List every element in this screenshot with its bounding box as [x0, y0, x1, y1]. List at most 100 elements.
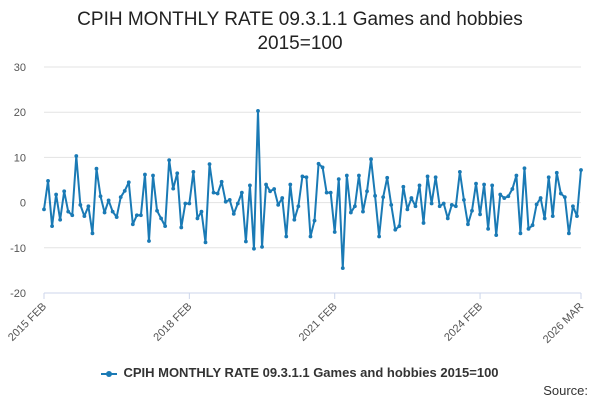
data-point [66, 209, 71, 214]
data-point [223, 199, 228, 204]
data-point [397, 224, 402, 229]
data-point [248, 183, 252, 188]
data-point [494, 233, 499, 238]
data-point [381, 195, 386, 200]
data-point [474, 181, 478, 186]
data-point [344, 173, 349, 178]
data-point [498, 192, 503, 197]
data-point [550, 214, 555, 219]
data-point [482, 182, 486, 187]
data-point [235, 201, 240, 206]
data-point [179, 225, 184, 230]
chart-title: CPIH MONTHLY RATE 09.3.1.1 Games and hob… [0, 8, 600, 56]
data-point [445, 216, 450, 221]
data-point [171, 186, 176, 191]
legend-series-label: CPIH MONTHLY RATE 09.3.1.1 Games and hob… [123, 365, 499, 380]
data-point [441, 201, 446, 206]
data-point [252, 246, 256, 251]
data-point [365, 189, 369, 194]
data-point [530, 223, 535, 228]
data-point [466, 222, 470, 227]
data-point [324, 190, 329, 195]
legend[interactable]: CPIH MONTHLY RATE 09.3.1.1 Games and hob… [0, 365, 600, 380]
data-point [389, 202, 394, 207]
data-point [575, 214, 579, 219]
data-point [449, 202, 454, 207]
data-point [534, 202, 539, 207]
data-point [272, 187, 277, 191]
chart-title-line-1: CPIH MONTHLY RATE 09.3.1.1 Games and hob… [77, 9, 523, 30]
data-point [409, 196, 414, 200]
data-point [46, 179, 50, 183]
data-point [373, 193, 377, 198]
data-point [94, 166, 99, 171]
data-point [304, 175, 309, 180]
data-point [377, 234, 382, 239]
data-point [54, 192, 59, 197]
data-point [110, 209, 115, 214]
data-point [288, 182, 293, 187]
data-point [280, 196, 285, 200]
data-point [546, 175, 551, 180]
data-point [417, 183, 422, 188]
data-point [268, 189, 273, 194]
data-point [106, 198, 111, 203]
data-point [191, 169, 196, 174]
y-tick-label: -10 [10, 243, 26, 255]
data-point [126, 180, 131, 185]
data-point [74, 154, 79, 158]
data-point [195, 216, 200, 221]
data-point [457, 169, 462, 174]
data-point [437, 204, 442, 209]
data-point [62, 189, 67, 194]
data-point [284, 234, 289, 239]
data-point [401, 184, 406, 189]
data-point [102, 210, 107, 215]
data-point [502, 196, 507, 200]
x-tick-label: 2024 FEB [442, 301, 485, 344]
x-tick-label: 2021 FEB [297, 301, 340, 344]
data-point [219, 179, 224, 184]
data-point [260, 244, 264, 249]
data-point [118, 195, 123, 200]
data-point [421, 221, 426, 225]
data-point [510, 187, 515, 191]
data-point [490, 183, 495, 188]
data-point [453, 204, 458, 209]
data-point [332, 230, 337, 234]
chart-title-line-2: 2015=100 [257, 33, 343, 54]
data-point [42, 207, 46, 212]
data-point [506, 194, 511, 199]
x-tick-label: 2018 FEB [151, 301, 194, 344]
x-tick-label: 2015 FEB [6, 301, 49, 344]
data-point [308, 234, 313, 239]
data-point [328, 190, 333, 195]
data-point [207, 162, 212, 167]
data-point [276, 202, 281, 207]
x-tick-label: 2026 MAR [541, 301, 586, 346]
data-point [542, 216, 547, 221]
data-point [58, 217, 63, 222]
data-point [312, 218, 317, 223]
data-point [215, 191, 220, 196]
data-point [147, 239, 151, 243]
data-point [320, 165, 325, 170]
data-point [50, 224, 54, 229]
data-point [478, 212, 482, 217]
data-point [86, 204, 91, 209]
data-point [70, 213, 75, 218]
data-point [292, 217, 297, 222]
data-point [369, 157, 373, 162]
data-point [470, 208, 474, 213]
data-point [151, 173, 155, 178]
data-point [183, 201, 188, 206]
data-point [340, 266, 345, 271]
y-tick-label: 20 [14, 107, 26, 119]
data-point [405, 207, 410, 212]
data-point [393, 227, 398, 232]
data-point [243, 239, 248, 244]
data-point [239, 190, 244, 195]
data-point [558, 191, 563, 196]
y-tick-label: 30 [14, 62, 26, 74]
data-point [264, 182, 268, 187]
